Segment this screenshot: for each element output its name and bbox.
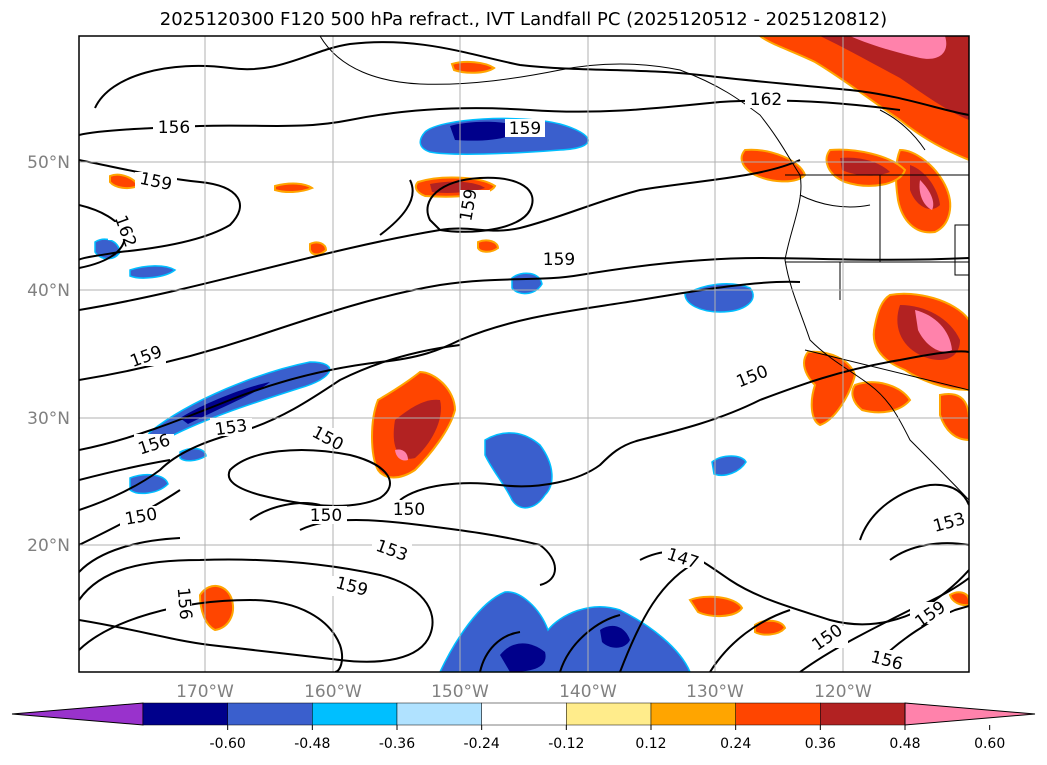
graticule (79, 36, 969, 672)
colorbar-tick-label: -0.60 (210, 736, 246, 752)
lon-label: 120°W (814, 682, 872, 702)
contour-label: 150 (393, 500, 425, 520)
contour-label: 159 (543, 250, 575, 270)
colorbar-tick-label: -0.24 (464, 736, 500, 752)
colorbar-segment (566, 702, 652, 726)
lat-label: 50°N (27, 153, 70, 173)
colorbar-segment (735, 702, 821, 726)
lon-label: 160°W (304, 682, 362, 702)
contour-label: 156 (173, 587, 196, 621)
lon-label: 170°W (176, 682, 234, 702)
contour-label: 156 (158, 118, 190, 138)
lat-label: 40°N (27, 281, 70, 301)
coastlines (319, 36, 969, 501)
contour-label: 159 (509, 119, 541, 139)
colorbar-extend-high (904, 702, 1036, 726)
latitude-labels: 50°N 40°N 30°N 20°N (27, 153, 70, 556)
lat-label: 20°N (27, 536, 70, 556)
colorbar-segment (312, 702, 398, 726)
contour-label: 153 (214, 416, 249, 440)
colorbar-extend-low (11, 702, 144, 726)
map-title: 2025120300 F120 500 hPa refract., IVT La… (159, 9, 888, 30)
longitude-labels: 170°W 160°W 150°W 140°W 130°W 120°W (176, 682, 872, 702)
positive-shading (109, 36, 969, 636)
colorbar-tick-label: 0.12 (635, 736, 666, 752)
colorbar-tick-label: 0.36 (805, 736, 836, 752)
lon-label: 140°W (559, 682, 617, 702)
colorbar-segment (396, 702, 482, 726)
colorbar-segment (142, 702, 228, 726)
contour-label: 162 (750, 90, 782, 110)
colorbar-tick-label: 0.48 (889, 736, 920, 752)
colorbar-segment (650, 702, 736, 726)
lon-label: 150°W (431, 682, 489, 702)
contour-label: 150 (310, 506, 342, 526)
lon-label: 130°W (686, 682, 744, 702)
colorbar: -0.60 -0.48 -0.36 -0.24 -0.12 0.12 0.24 0.36 0.4… (11, 702, 1036, 752)
map-frame (78, 35, 970, 673)
colorbar-tick-label: -0.12 (548, 736, 584, 752)
colorbar-tick-label: -0.36 (379, 736, 415, 752)
colorbar-tick-label: -0.48 (294, 736, 330, 752)
lat-label: 30°N (27, 409, 70, 429)
colorbar-tick-label: 0.24 (720, 736, 751, 752)
colorbar-segment (227, 702, 313, 726)
colorbar-segment (820, 702, 906, 726)
colorbar-tick-label: 0.60 (974, 736, 1005, 752)
colorbar-segment (481, 702, 567, 726)
